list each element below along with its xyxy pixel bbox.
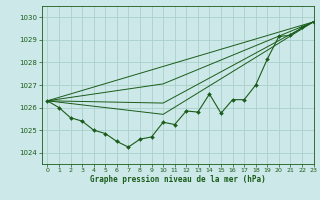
X-axis label: Graphe pression niveau de la mer (hPa): Graphe pression niveau de la mer (hPa) <box>90 175 266 184</box>
